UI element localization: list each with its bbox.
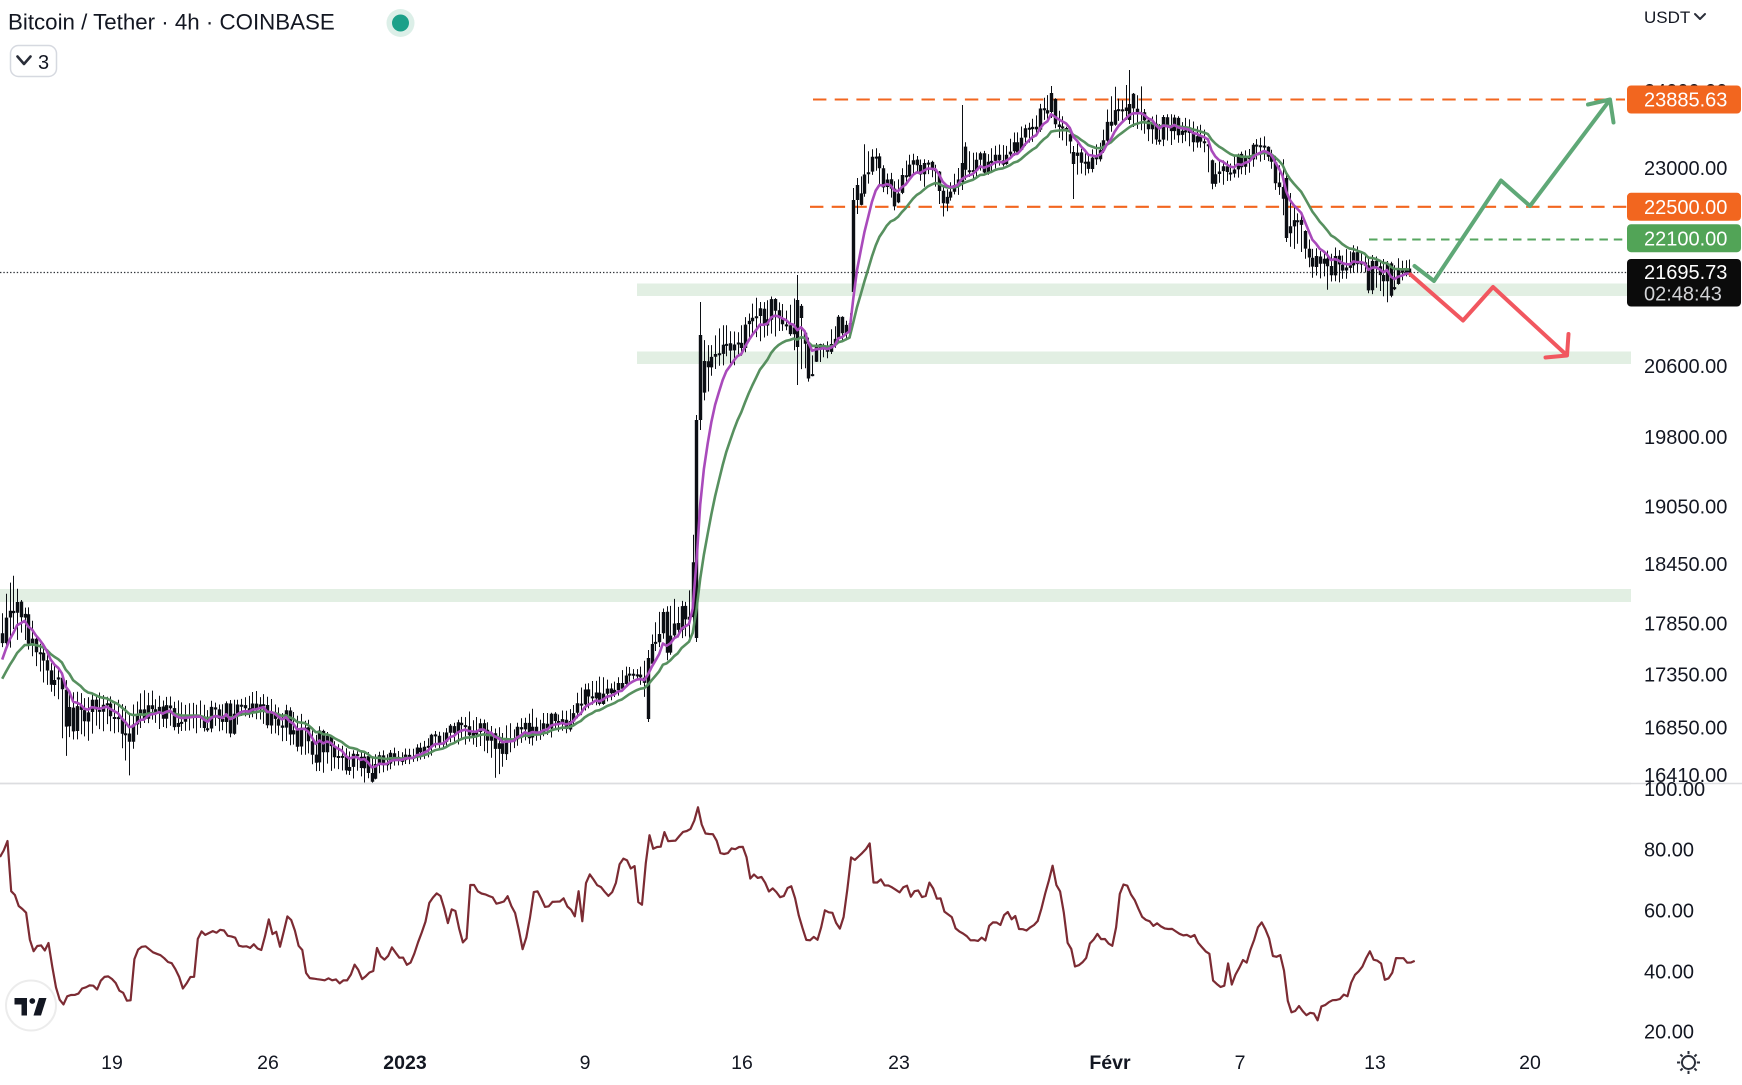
svg-text:80.00: 80.00	[1644, 840, 1694, 862]
svg-text:60.00: 60.00	[1644, 901, 1694, 923]
svg-text:17850.00: 17850.00	[1644, 614, 1727, 636]
svg-text:100.00: 100.00	[1644, 779, 1705, 801]
svg-text:20: 20	[1519, 1052, 1541, 1074]
svg-text:18450.00: 18450.00	[1644, 554, 1727, 576]
svg-text:22100.00: 22100.00	[1644, 228, 1727, 250]
svg-text:02:48:43: 02:48:43	[1644, 284, 1722, 306]
svg-text:17350.00: 17350.00	[1644, 665, 1727, 687]
svg-text:Févr: Févr	[1089, 1052, 1131, 1074]
svg-text:40.00: 40.00	[1644, 961, 1694, 983]
svg-text:19800.00: 19800.00	[1644, 427, 1727, 449]
svg-text:13: 13	[1364, 1052, 1386, 1074]
svg-text:3: 3	[38, 52, 49, 74]
svg-text:Bitcoin / Tether · 4h · COINBA: Bitcoin / Tether · 4h · COINBASE	[8, 10, 335, 35]
svg-text:7: 7	[1235, 1052, 1246, 1074]
svg-text:23885.63: 23885.63	[1644, 90, 1727, 112]
svg-text:21695.73: 21695.73	[1644, 262, 1727, 284]
svg-text:20600.00: 20600.00	[1644, 356, 1727, 378]
svg-text:2023: 2023	[383, 1052, 427, 1074]
svg-text:16: 16	[731, 1052, 753, 1074]
svg-text:9: 9	[580, 1052, 591, 1074]
svg-text:16850.00: 16850.00	[1644, 717, 1727, 739]
svg-text:23: 23	[888, 1052, 910, 1074]
svg-text:23000.00: 23000.00	[1644, 158, 1727, 180]
svg-text:19: 19	[101, 1052, 123, 1074]
svg-text:26: 26	[257, 1052, 279, 1074]
svg-text:USDT: USDT	[1644, 8, 1690, 27]
svg-text:19050.00: 19050.00	[1644, 497, 1727, 519]
svg-text:16410.00: 16410.00	[1644, 765, 1727, 787]
svg-text:20.00: 20.00	[1644, 1022, 1694, 1044]
svg-text:22500.00: 22500.00	[1644, 197, 1727, 219]
